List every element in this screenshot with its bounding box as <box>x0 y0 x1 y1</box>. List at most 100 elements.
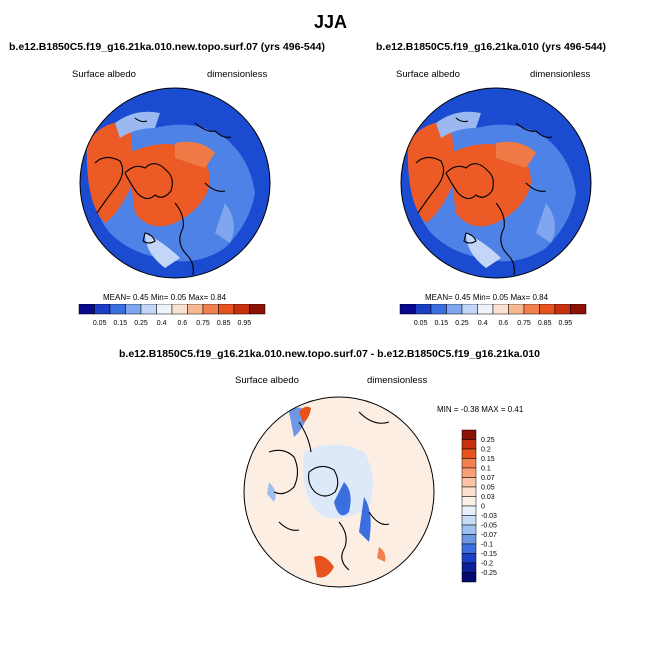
left-colorbar-tick-label: 0.75 <box>196 320 210 327</box>
right-colorbar-swatch <box>430 304 447 315</box>
left-colorbar-swatch <box>233 304 250 315</box>
diff-colorbar-swatch <box>461 429 477 440</box>
left-colorbar-swatch <box>249 304 266 315</box>
left-variable-label: Surface albedo <box>72 69 136 80</box>
diff-colorbar-swatch <box>461 524 477 535</box>
right-mean-label: MEAN= <box>425 293 453 302</box>
right-colorbar-swatch <box>415 304 432 315</box>
figure-title: JJA <box>313 12 348 32</box>
diff-colorbar-tick-label: -0.07 <box>481 532 497 539</box>
diff-colorbar-swatch <box>461 534 477 545</box>
right-colorbar-tick-label: 0.95 <box>559 320 573 327</box>
diff-colorbar-swatch <box>461 505 477 516</box>
diff-colorbar-tick-label: 0.15 <box>481 456 495 463</box>
right-units-label: dimensionless <box>530 69 591 80</box>
left-colorbar-swatch <box>140 304 157 315</box>
diff-min-value: -0.38 <box>460 405 480 414</box>
left-colorbar-swatch <box>187 304 204 315</box>
diff-colorbar-swatch <box>461 553 477 564</box>
right-colorbar-tick-label: 0.25 <box>455 320 469 327</box>
diff-min-label: MIN = <box>437 405 459 414</box>
right-min-value: 0.05 <box>492 293 509 302</box>
right-colorbar-tick-label: 0.6 <box>498 320 508 327</box>
right-colorbar-swatch <box>477 304 494 315</box>
diff-colorbar-tick-label: -0.15 <box>481 551 497 558</box>
right-stats: MEAN= 0.45 Min= 0.05 Max= 0.84 <box>425 293 548 302</box>
right-min-label: Min= <box>472 293 491 302</box>
left-min-value: 0.05 <box>170 293 187 302</box>
right-colorbar-swatch <box>570 304 587 315</box>
diff-albedo-map <box>243 396 435 588</box>
left-max-label: Max= <box>188 293 209 302</box>
left-colorbar-tick-label: 0.05 <box>93 320 107 327</box>
diff-colorbar-swatch <box>461 486 477 497</box>
right-colorbar-swatch <box>446 304 463 315</box>
diff-colorbar-swatch <box>461 477 477 488</box>
left-units-label: dimensionless <box>207 69 268 80</box>
left-colorbar-swatch <box>218 304 235 315</box>
diff-colorbar-tick-label: -0.1 <box>481 542 493 549</box>
right-colorbar-tick-label: 0.85 <box>538 320 552 327</box>
diff-colorbar-swatch <box>461 448 477 459</box>
right-colorbar-swatch <box>508 304 525 315</box>
left-colorbar-tick-label: 0.15 <box>114 320 128 327</box>
left-colorbar-tick-label: 0.25 <box>134 320 148 327</box>
diff-panel-title: b.e12.B1850C5.f19_g16.21ka.010.new.topo.… <box>119 348 541 360</box>
diff-colorbar-tick-label: 0.03 <box>481 494 495 501</box>
right-colorbar-tick-label: 0.15 <box>435 320 449 327</box>
diff-colorbar-tick-label: -0.25 <box>481 570 497 577</box>
diff-max-value: 0.41 <box>507 405 524 414</box>
left-max-value: 0.84 <box>210 293 227 302</box>
diff-colorbar-swatch <box>461 496 477 507</box>
diff-colorbar-swatch <box>461 458 477 469</box>
diff-colorbar: 0.25 0.2 0.15 0.1 0.07 0.05 0.03 0 -0.03 -0.05 -0.… <box>461 429 497 583</box>
diff-colorbar-swatch <box>461 562 477 573</box>
left-colorbar-swatch <box>156 304 173 315</box>
diff-colorbar-tick-label: -0.05 <box>481 523 497 530</box>
diff-colorbar-tick-label: 0.07 <box>481 475 495 482</box>
diff-max-label: MAX = <box>481 405 506 414</box>
diff-colorbar-tick-label: 0 <box>481 504 485 511</box>
left-colorbar-swatch <box>94 304 111 315</box>
left-colorbar-swatch <box>109 304 126 315</box>
right-colorbar-swatch <box>554 304 571 315</box>
left-panel-title: b.e12.B1850C5.f19_g16.21ka.010.new.topo.… <box>9 41 325 53</box>
diff-colorbar-tick-label: 0.05 <box>481 485 495 492</box>
right-colorbar-swatch <box>461 304 478 315</box>
diff-colorbar-swatch <box>461 515 477 526</box>
left-colorbar-swatch <box>78 304 95 315</box>
diff-colorbar-tick-label: 0.2 <box>481 447 491 454</box>
diff-colorbar-tick-label: -0.2 <box>481 561 493 568</box>
left-colorbar-tick-label: 0.95 <box>238 320 252 327</box>
left-colorbar-tick-label: 0.4 <box>157 320 167 327</box>
diff-colorbar-swatch <box>461 467 477 478</box>
right-colorbar-tick-label: 0.4 <box>478 320 488 327</box>
left-colorbar-tick-label: 0.85 <box>217 320 231 327</box>
right-albedo-map <box>400 87 592 279</box>
right-mean-value: 0.45 <box>455 293 471 302</box>
diff-variable-label: Surface albedo <box>235 375 299 386</box>
diff-units-label: dimensionless <box>367 375 428 386</box>
left-albedo-map <box>79 87 271 279</box>
left-colorbar-swatch <box>171 304 188 315</box>
diff-colorbar-tick-label: 0.25 <box>481 437 495 444</box>
diff-minmax: MIN = -0.38 MAX = 0.41 <box>437 405 523 414</box>
left-stats: MEAN= 0.45 Min= 0.05 Max= 0.84 <box>103 293 226 302</box>
left-colorbar-tick-label: 0.6 <box>177 320 187 327</box>
right-max-label: Max= <box>510 293 531 302</box>
right-colorbar-swatch <box>523 304 540 315</box>
left-min-label: Min= <box>150 293 169 302</box>
right-colorbar-swatch <box>539 304 556 315</box>
right-colorbar: 0.05 0.15 0.25 0.4 0.6 0.75 0.85 0.95 <box>399 304 587 327</box>
diff-colorbar-swatch <box>461 439 477 450</box>
right-max-value: 0.84 <box>532 293 549 302</box>
left-mean-label: MEAN= <box>103 293 131 302</box>
left-colorbar-swatch <box>125 304 142 315</box>
right-colorbar-swatch <box>399 304 416 315</box>
right-panel-title: b.e12.B1850C5.f19_g16.21ka.010 (yrs 496-… <box>376 41 606 53</box>
diff-colorbar-tick-label: -0.03 <box>481 513 497 520</box>
diff-colorbar-swatch <box>461 572 477 583</box>
left-mean-value: 0.45 <box>133 293 149 302</box>
left-colorbar: 0.05 0.15 0.25 0.4 0.6 0.75 0.85 0.95 <box>78 304 266 327</box>
right-variable-label: Surface albedo <box>396 69 460 80</box>
